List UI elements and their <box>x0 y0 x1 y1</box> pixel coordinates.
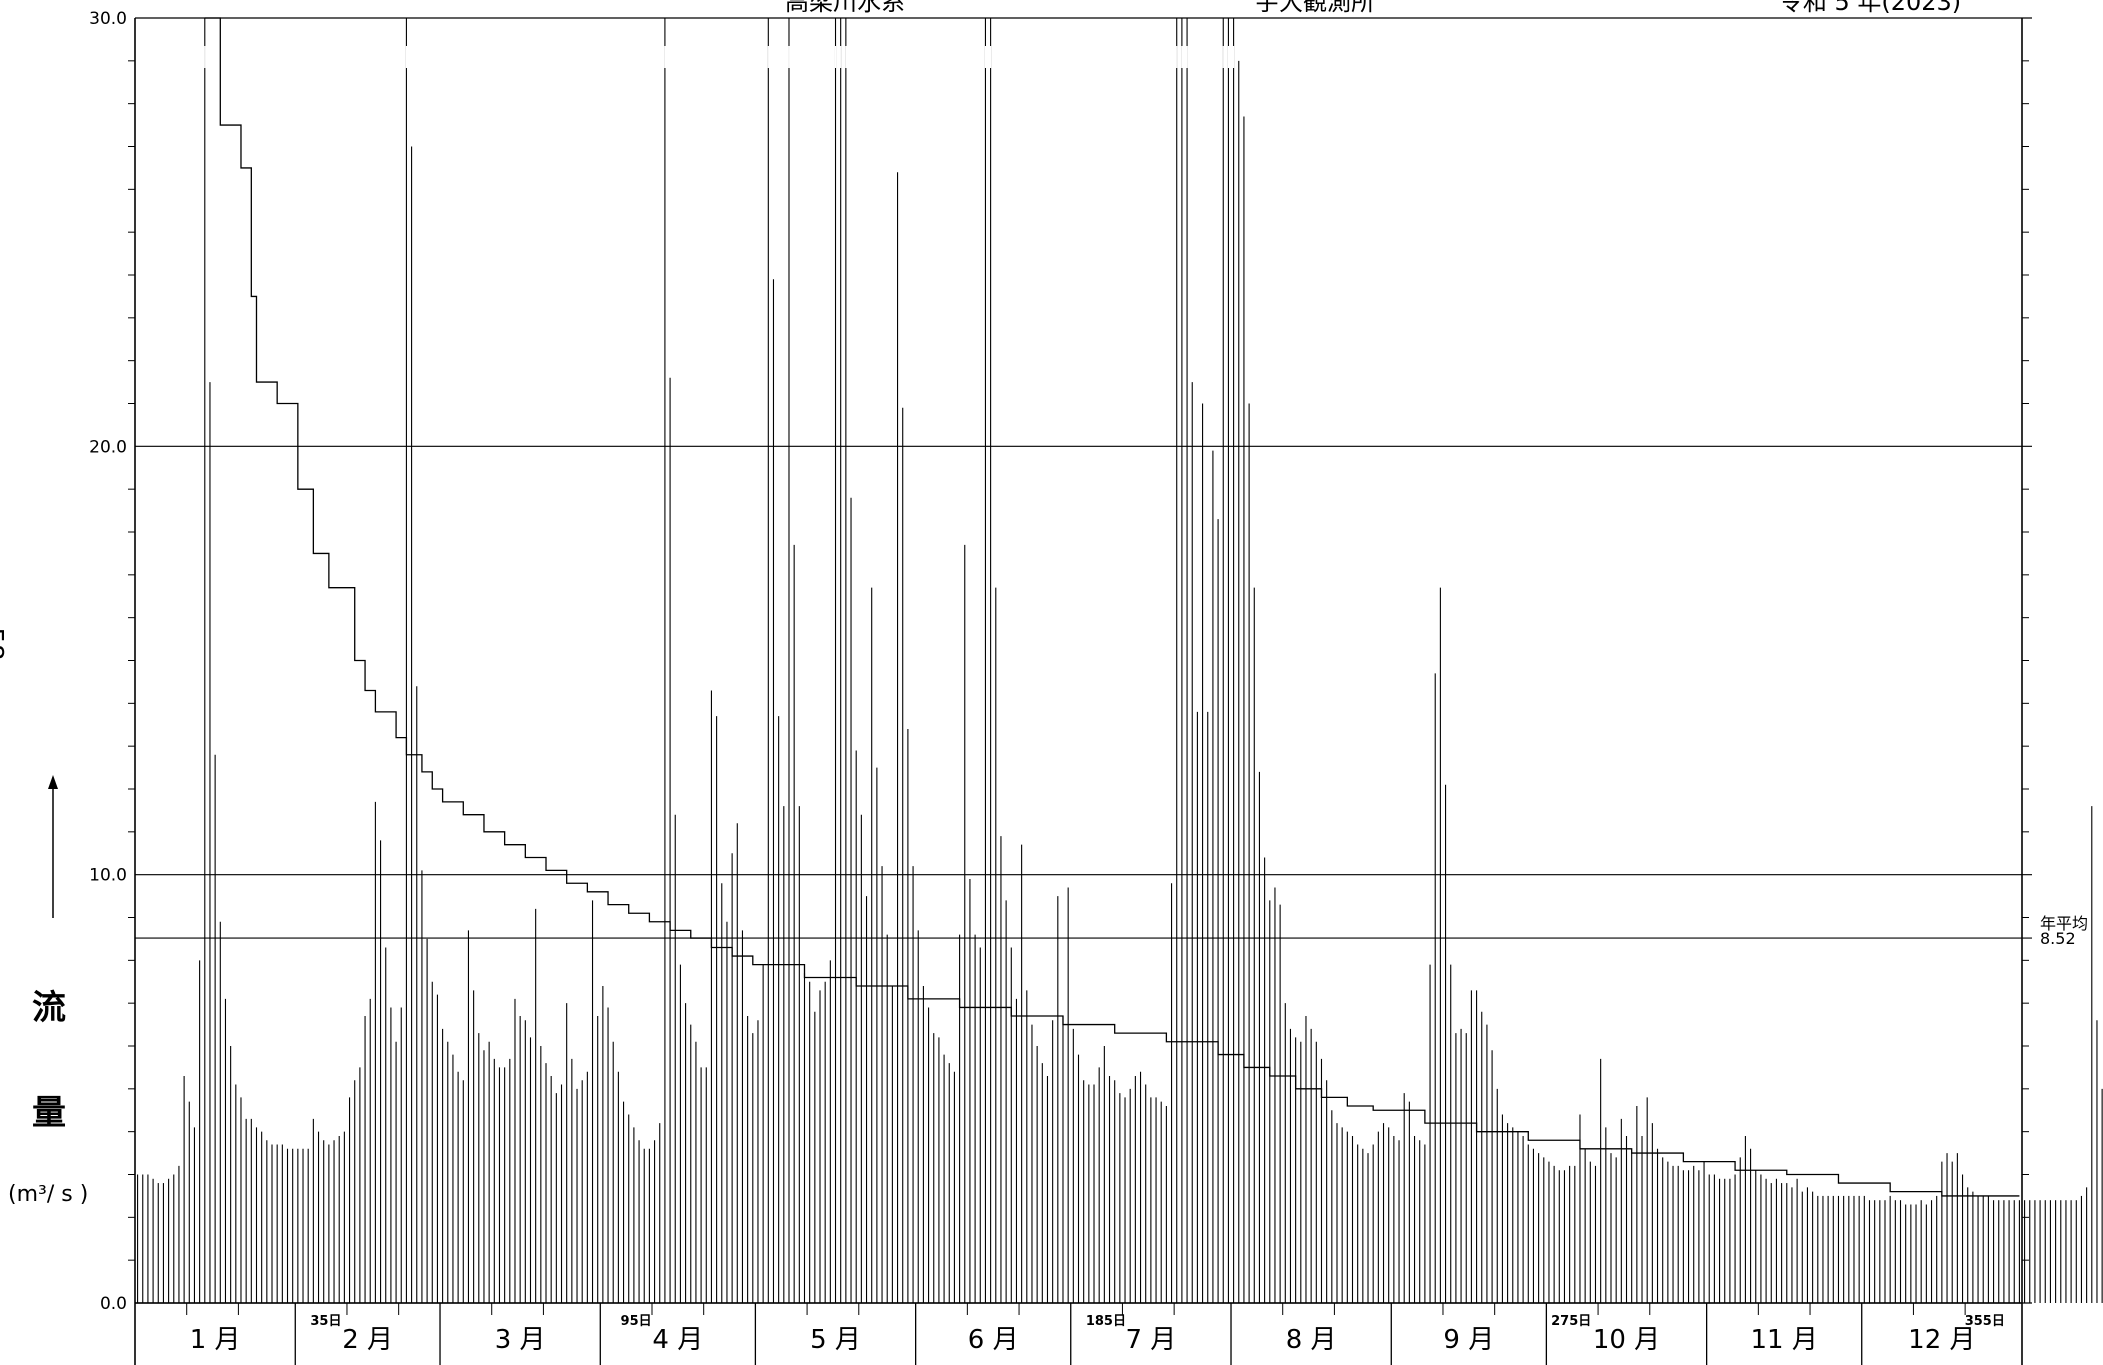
chart-header-river: 高梁川水系 <box>785 0 905 16</box>
y-axis-name-amount: 量 <box>32 1093 66 1133</box>
chart-header-year: 令和 5 年(2023) <box>1779 0 1961 16</box>
month-label: 7 月 <box>1125 1325 1176 1355</box>
month-label: 3 月 <box>495 1325 546 1355</box>
y-tick-label: 0.0 <box>100 1294 127 1314</box>
y-tick-label: 30.0 <box>89 9 127 29</box>
duration-curve-layer <box>204 17 2020 1197</box>
daily-flow-bars <box>137 18 2103 1303</box>
month-label: 4 月 <box>652 1325 703 1355</box>
month-label: 2 月 <box>342 1325 393 1355</box>
month-label: 5 月 <box>810 1325 861 1355</box>
month-label: 9 月 <box>1443 1325 1494 1355</box>
day-marker-label: 95日 <box>621 1314 652 1329</box>
month-label: 8 月 <box>1286 1325 1337 1355</box>
duration-curve <box>204 17 2020 1197</box>
day-marker-label: 275日 <box>1551 1314 1591 1329</box>
chart-header-station: 宇大観測所 <box>1255 0 1375 16</box>
month-label: 11 月 <box>1751 1325 1818 1355</box>
axis-layer: 0.0 10.0 20.0 30.0 1 月 2 月 3 月 4 月 5 月 6 月 7 月 8 月 9… <box>89 9 2029 1365</box>
up-arrow-icon <box>48 775 58 918</box>
y-axis-unit: (m³/ s ) <box>8 1182 89 1207</box>
month-label: 1 月 <box>190 1325 241 1355</box>
y-axis-name-flow: 流 <box>32 988 66 1028</box>
day-marker-label: 35日 <box>310 1314 341 1329</box>
day-marker-label: 355日 <box>1965 1314 2005 1329</box>
y-tick-label: 10.0 <box>89 866 127 886</box>
y-tick-label: 20.0 <box>89 437 127 457</box>
annual-mean-value: 8.52 <box>2040 929 2076 948</box>
month-label: 12 月 <box>1908 1325 1975 1355</box>
day-marker-label: 185日 <box>1086 1314 1126 1329</box>
month-label: 6 月 <box>968 1325 1019 1355</box>
month-label: 10 月 <box>1593 1325 1660 1355</box>
page-number: -58- <box>0 618 8 670</box>
annual-mean-label: 年平均 <box>2040 914 2089 933</box>
